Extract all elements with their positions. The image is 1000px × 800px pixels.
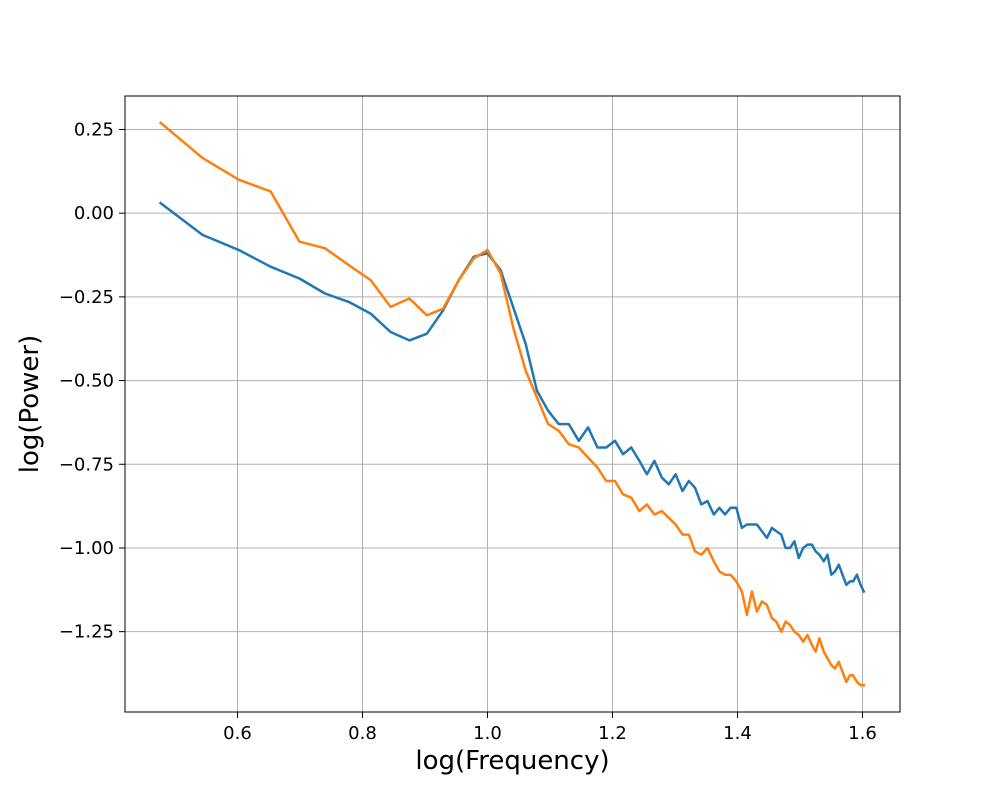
y-tick-label: −0.25 [59, 287, 114, 308]
y-tick-label: −1.00 [59, 538, 114, 559]
series-line-1 [158, 201, 866, 594]
x-tick-label: 0.8 [348, 723, 377, 744]
x-tick-label: 0.6 [223, 723, 252, 744]
x-axis: 0.6 0.8 1.0 1.2 1.4 1.6 [223, 712, 877, 744]
y-tick-label: −0.50 [59, 371, 114, 392]
series-line-2 [158, 121, 866, 687]
x-tick-label: 1.2 [598, 723, 627, 744]
y-axis-label: log(Power) [15, 335, 45, 474]
x-tick-label: 1.0 [473, 723, 502, 744]
x-tick-label: 1.6 [848, 723, 877, 744]
plot-frame [124, 95, 901, 713]
series-layer [158, 121, 866, 687]
y-tick-label: 0.00 [74, 203, 114, 224]
x-tick-label: 1.4 [723, 723, 752, 744]
x-axis-label: log(Frequency) [415, 746, 609, 776]
y-tick-label: −0.75 [59, 454, 114, 475]
y-tick-label: −1.25 [59, 622, 114, 643]
grid [125, 96, 900, 712]
y-tick-label: 0.25 [74, 119, 114, 140]
y-axis: 0.25 0.00 −0.25 −0.50 −0.75 −1.00 −1.25 [59, 119, 125, 643]
